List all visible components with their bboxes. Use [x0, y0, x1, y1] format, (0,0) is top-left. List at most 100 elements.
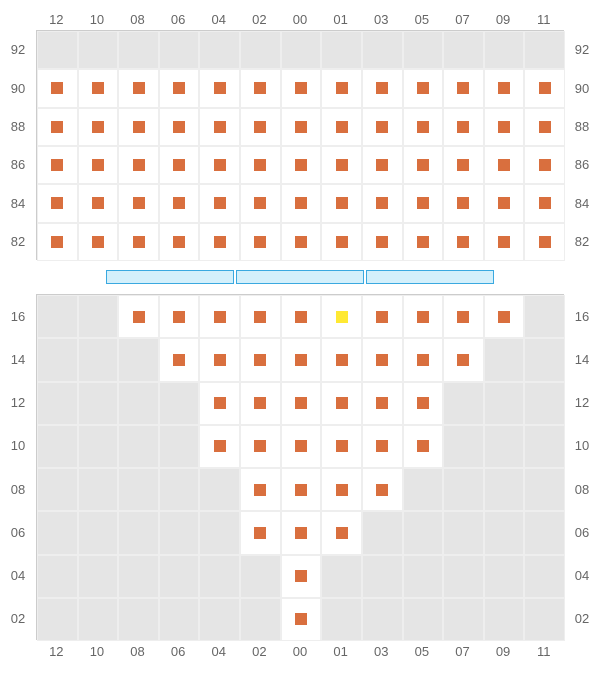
seat-cell[interactable] — [281, 338, 322, 381]
seat-cell[interactable] — [78, 184, 119, 222]
seat-cell[interactable] — [78, 69, 119, 107]
seat-cell[interactable] — [362, 146, 403, 184]
seat-cell[interactable] — [524, 223, 565, 261]
seat-cell[interactable] — [484, 146, 525, 184]
seat-cell[interactable] — [321, 69, 362, 107]
seat-cell[interactable] — [362, 69, 403, 107]
seat-cell[interactable] — [403, 338, 444, 381]
seat-cell[interactable] — [443, 223, 484, 261]
seat-cell[interactable] — [78, 223, 119, 261]
seat-cell[interactable] — [240, 184, 281, 222]
seat-cell[interactable] — [159, 295, 200, 338]
seat-cell[interactable] — [159, 146, 200, 184]
seat-cell[interactable] — [240, 468, 281, 511]
seat-cell[interactable] — [159, 223, 200, 261]
seat-cell[interactable] — [321, 184, 362, 222]
seat-cell[interactable] — [199, 69, 240, 107]
seat-cell[interactable] — [240, 382, 281, 425]
seat-cell[interactable] — [118, 184, 159, 222]
seat-cell[interactable] — [362, 108, 403, 146]
seat-cell[interactable] — [159, 338, 200, 381]
seat-cell[interactable] — [362, 184, 403, 222]
seat-cell[interactable] — [403, 382, 444, 425]
seat-cell[interactable] — [403, 69, 444, 107]
seat-cell[interactable] — [281, 69, 322, 107]
seat-cell[interactable] — [443, 338, 484, 381]
seat-cell[interactable] — [240, 108, 281, 146]
seat-cell[interactable] — [159, 184, 200, 222]
seat-cell[interactable] — [321, 146, 362, 184]
seat-cell[interactable] — [118, 108, 159, 146]
seat-cell[interactable] — [524, 69, 565, 107]
seat-cell[interactable] — [524, 184, 565, 222]
seat-cell[interactable] — [159, 69, 200, 107]
seat-cell[interactable] — [199, 223, 240, 261]
seat-cell[interactable] — [321, 468, 362, 511]
seat-cell[interactable] — [78, 146, 119, 184]
seat-cell[interactable] — [484, 69, 525, 107]
seat-cell[interactable] — [362, 295, 403, 338]
seat-cell[interactable] — [240, 338, 281, 381]
seat-cell[interactable] — [362, 223, 403, 261]
seat-cell[interactable] — [524, 146, 565, 184]
seat-cell[interactable] — [321, 108, 362, 146]
seat-cell[interactable] — [362, 338, 403, 381]
seat-cell[interactable] — [484, 184, 525, 222]
seat-cell[interactable] — [199, 295, 240, 338]
seat-cell[interactable] — [321, 511, 362, 554]
seat-cell[interactable] — [321, 223, 362, 261]
seat-cell[interactable] — [281, 425, 322, 468]
seat-cell[interactable] — [240, 425, 281, 468]
seat-cell[interactable] — [524, 108, 565, 146]
seat-cell[interactable] — [403, 146, 444, 184]
seat-cell[interactable] — [118, 223, 159, 261]
seat-cell[interactable] — [281, 511, 322, 554]
seat-cell[interactable] — [321, 382, 362, 425]
seat-cell[interactable] — [240, 146, 281, 184]
seat-cell[interactable] — [159, 108, 200, 146]
seat-cell[interactable] — [240, 511, 281, 554]
seat-cell[interactable] — [240, 223, 281, 261]
seat-cell[interactable] — [199, 338, 240, 381]
seat-cell[interactable] — [484, 223, 525, 261]
seat-cell[interactable] — [199, 382, 240, 425]
seat-cell[interactable] — [281, 223, 322, 261]
seat-cell[interactable] — [443, 146, 484, 184]
seat-cell[interactable] — [403, 184, 444, 222]
seat-cell[interactable] — [118, 146, 159, 184]
seat-cell[interactable] — [199, 108, 240, 146]
seat-cell[interactable] — [321, 425, 362, 468]
seat-cell[interactable] — [37, 146, 78, 184]
seat-cell[interactable] — [199, 146, 240, 184]
seat-cell[interactable] — [37, 69, 78, 107]
seat-cell[interactable] — [403, 425, 444, 468]
seat-cell[interactable] — [37, 223, 78, 261]
seat-cell[interactable] — [281, 382, 322, 425]
seat-cell[interactable] — [443, 184, 484, 222]
seat-cell[interactable] — [403, 108, 444, 146]
seat-cell[interactable] — [321, 295, 362, 338]
seat-cell[interactable] — [199, 425, 240, 468]
seat-cell[interactable] — [403, 223, 444, 261]
seat-cell[interactable] — [118, 295, 159, 338]
seat-cell[interactable] — [443, 108, 484, 146]
seat-cell[interactable] — [443, 295, 484, 338]
seat-cell[interactable] — [281, 184, 322, 222]
seat-cell[interactable] — [281, 468, 322, 511]
seat-cell[interactable] — [321, 338, 362, 381]
seat-cell[interactable] — [240, 295, 281, 338]
seat-cell[interactable] — [281, 295, 322, 338]
seat-cell[interactable] — [484, 108, 525, 146]
seat-cell[interactable] — [118, 69, 159, 107]
seat-cell[interactable] — [240, 69, 281, 107]
seat-cell[interactable] — [484, 295, 525, 338]
seat-cell[interactable] — [362, 468, 403, 511]
seat-cell[interactable] — [403, 295, 444, 338]
seat-cell[interactable] — [281, 598, 322, 641]
seat-cell[interactable] — [443, 69, 484, 107]
seat-cell[interactable] — [281, 146, 322, 184]
seat-cell[interactable] — [78, 108, 119, 146]
seat-cell[interactable] — [37, 184, 78, 222]
seat-cell[interactable] — [281, 555, 322, 598]
seat-cell[interactable] — [281, 108, 322, 146]
